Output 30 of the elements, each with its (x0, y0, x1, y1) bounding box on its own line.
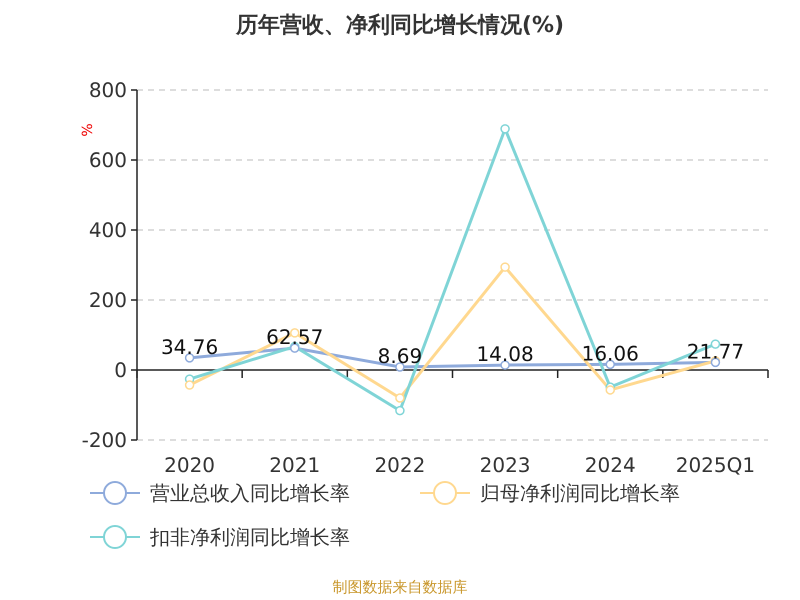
chart-title: 历年营收、净利同比增长情况(%) (234, 13, 564, 38)
y-tick-label: -200 (82, 428, 127, 452)
y-tick-label: 200 (88, 288, 127, 312)
y-tick-label: 600 (88, 148, 127, 172)
point (606, 385, 615, 395)
data-label: 34.76 (160, 334, 218, 359)
x-tick-label: 2021 (269, 453, 320, 477)
y-axis-title: % (80, 123, 96, 137)
legend-label: 营业总收入同比增长率 (150, 481, 350, 505)
data-label: 16.06 (582, 341, 639, 366)
text: 制图数据来自数据库 (332, 578, 468, 596)
x-tick-label: 2023 (480, 453, 531, 477)
data-label: 8.69 (378, 344, 422, 368)
y-tick-label: 800 (88, 78, 127, 102)
point (500, 262, 510, 272)
x-tick-label: 2020 (164, 453, 216, 477)
legend-label: 归母净利润同比增长率 (480, 481, 680, 505)
data-label: 21.77 (686, 339, 744, 364)
x-tick-label: 2022 (374, 453, 426, 477)
y-tick-label: 400 (88, 218, 127, 242)
data-label: 14.08 (476, 342, 534, 366)
data-label: 62.57 (266, 325, 324, 350)
point (184, 380, 194, 390)
x-tick-label: 2024 (584, 453, 636, 477)
point (500, 124, 510, 134)
legend-label: 扣非净利润同比增长率 (149, 525, 350, 549)
point (395, 406, 405, 416)
x-tick-label: 2025Q1 (676, 453, 756, 477)
point (395, 393, 405, 403)
y-tick-label: 0 (114, 358, 127, 382)
